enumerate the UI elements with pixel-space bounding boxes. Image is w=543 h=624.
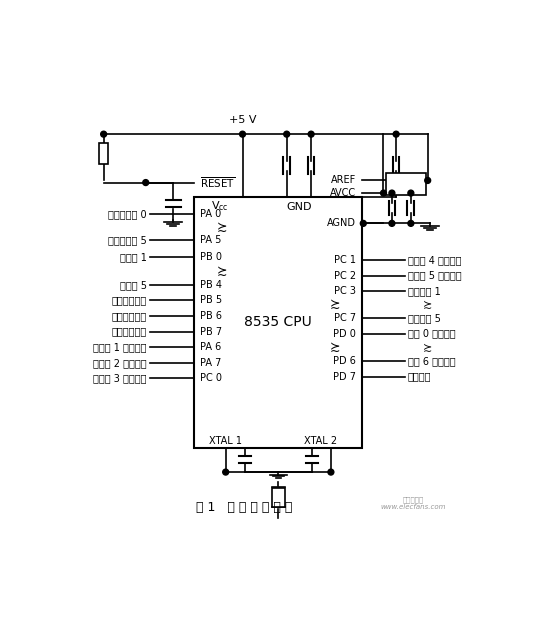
Text: ≿: ≿	[423, 300, 432, 310]
Text: AGND: AGND	[327, 218, 356, 228]
Text: AVCC: AVCC	[330, 188, 356, 198]
Text: AREF: AREF	[331, 175, 356, 185]
Text: XTAL 2: XTAL 2	[304, 436, 337, 446]
Text: PB 0: PB 0	[200, 252, 223, 262]
Text: PC 7: PC 7	[334, 313, 356, 323]
Text: PD 7: PD 7	[333, 371, 356, 381]
Text: PA 7: PA 7	[200, 358, 222, 368]
Circle shape	[389, 190, 395, 196]
Circle shape	[284, 131, 289, 137]
Text: 模拟量通道 0: 模拟量通道 0	[108, 209, 147, 219]
Circle shape	[223, 469, 229, 475]
Circle shape	[425, 177, 431, 183]
Text: 短路故障显示: 短路故障显示	[111, 326, 147, 336]
Text: 开关量 2 故障显示: 开关量 2 故障显示	[93, 358, 147, 368]
Circle shape	[361, 220, 366, 227]
Text: PD 6: PD 6	[333, 356, 356, 366]
Text: 单相故障显示: 单相故障显示	[111, 295, 147, 305]
Circle shape	[328, 469, 334, 475]
Bar	[272, 488, 285, 507]
Text: PC 3: PC 3	[334, 286, 356, 296]
Text: 电子发烧友
www.elecfans.com: 电子发烧友 www.elecfans.com	[380, 497, 446, 510]
Text: 主断输出: 主断输出	[408, 371, 431, 381]
Circle shape	[381, 190, 387, 196]
Text: 开关量 5: 开关量 5	[119, 280, 147, 290]
Text: PD 0: PD 0	[333, 329, 356, 339]
Text: XTAL 1: XTAL 1	[209, 436, 242, 446]
Text: 模拟量通道 5: 模拟量通道 5	[108, 235, 147, 245]
Text: $\rm V_{cc}$: $\rm V_{cc}$	[211, 200, 229, 213]
Circle shape	[100, 131, 106, 137]
Text: 条件标志 1: 条件标志 1	[408, 286, 441, 296]
Text: 开关量 1 故障显示: 开关量 1 故障显示	[93, 342, 147, 352]
Text: 开关量 4 故障显示: 开关量 4 故障显示	[408, 255, 462, 265]
Text: 开关量 1: 开关量 1	[119, 252, 147, 262]
Text: 图 1   系 统 主 电 路 图: 图 1 系 统 主 电 路 图	[197, 501, 293, 514]
Text: PC 2: PC 2	[334, 271, 356, 281]
Text: ≿: ≿	[423, 343, 432, 353]
Text: PA 6: PA 6	[200, 342, 222, 352]
Text: PB 4: PB 4	[200, 280, 223, 290]
Text: $\overline{\rm RESET}$: $\overline{\rm RESET}$	[200, 175, 236, 190]
Text: PA 5: PA 5	[200, 235, 222, 245]
Circle shape	[308, 131, 314, 137]
Text: +5 V: +5 V	[229, 115, 256, 125]
Text: GND: GND	[287, 202, 312, 212]
Circle shape	[389, 220, 395, 227]
Text: ≿: ≿	[330, 298, 340, 311]
Text: ≿: ≿	[216, 265, 227, 278]
Text: PB 6: PB 6	[200, 311, 223, 321]
Text: 8535 CPU: 8535 CPU	[244, 316, 312, 329]
Text: ≿: ≿	[330, 341, 340, 354]
Text: 通道 0 控制输出: 通道 0 控制输出	[408, 329, 456, 339]
Text: PB 7: PB 7	[200, 326, 223, 336]
Circle shape	[408, 190, 414, 196]
Text: 过流故障显示: 过流故障显示	[111, 311, 147, 321]
Text: ≿: ≿	[216, 221, 227, 233]
Circle shape	[143, 180, 149, 185]
Text: 条件标志 5: 条件标志 5	[408, 313, 441, 323]
Text: PA 0: PA 0	[200, 209, 222, 219]
Text: 通道 6 控制输出: 通道 6 控制输出	[408, 356, 456, 366]
Bar	[194, 197, 363, 447]
Text: PC 1: PC 1	[334, 255, 356, 265]
Bar	[99, 142, 108, 163]
Text: PC 0: PC 0	[200, 373, 223, 383]
Text: PB 5: PB 5	[200, 295, 223, 305]
Circle shape	[408, 220, 414, 227]
Bar	[386, 173, 426, 195]
Text: 开关量 5 故障显示: 开关量 5 故障显示	[408, 271, 462, 281]
Circle shape	[393, 131, 399, 137]
Circle shape	[239, 131, 245, 137]
Text: 开关量 3 故障显示: 开关量 3 故障显示	[93, 373, 147, 383]
